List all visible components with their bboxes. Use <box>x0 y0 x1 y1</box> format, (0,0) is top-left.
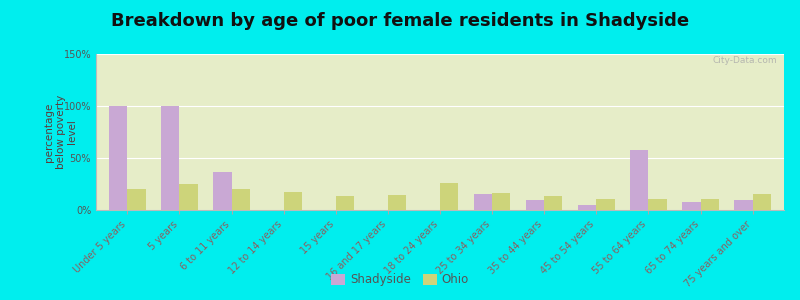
Bar <box>544 196 562 210</box>
Bar <box>231 189 250 210</box>
Bar <box>734 200 753 210</box>
Bar <box>492 194 510 210</box>
Bar <box>526 200 544 210</box>
Bar <box>596 199 614 210</box>
Text: City-Data.com: City-Data.com <box>713 56 777 64</box>
Bar <box>179 184 198 210</box>
Bar <box>578 205 596 210</box>
Bar <box>753 194 771 210</box>
Bar <box>440 183 458 210</box>
Bar <box>161 106 179 210</box>
Text: Breakdown by age of poor female residents in Shadyside: Breakdown by age of poor female resident… <box>111 12 689 30</box>
Bar <box>474 194 492 210</box>
Bar <box>214 172 231 210</box>
Bar <box>127 189 146 210</box>
Bar <box>682 202 701 210</box>
Bar <box>649 199 666 210</box>
Bar <box>701 199 719 210</box>
Bar <box>284 192 302 210</box>
Bar <box>109 106 127 210</box>
Bar <box>336 196 354 210</box>
Bar <box>630 150 649 210</box>
Bar <box>388 195 406 210</box>
Legend: Shadyside, Ohio: Shadyside, Ohio <box>326 269 474 291</box>
Y-axis label: percentage
below poverty
level: percentage below poverty level <box>44 95 78 169</box>
